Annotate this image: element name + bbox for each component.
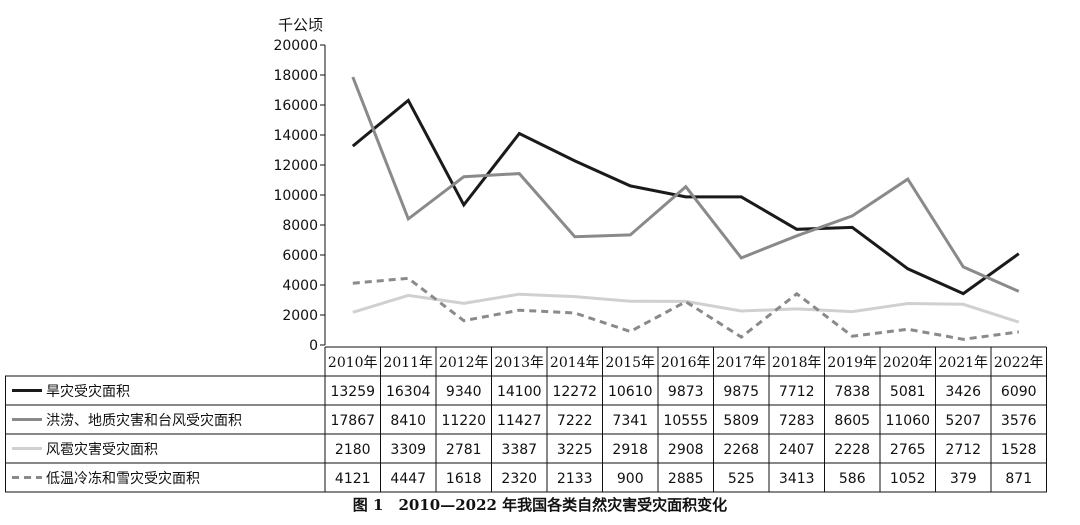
table-cell-value: 5207	[945, 413, 981, 429]
table-cell-value: 871	[1005, 471, 1032, 487]
table-cell-value: 7341	[612, 413, 648, 429]
table-cell-value: 8605	[834, 413, 870, 429]
table-cell-value: 10610	[608, 384, 653, 400]
y-tick-label: 18000	[273, 68, 318, 84]
table-cell-value: 3387	[501, 442, 537, 458]
table-cell-value: 9875	[723, 384, 759, 400]
x-category-label: 2018年	[772, 355, 822, 371]
table-cell-value: 5809	[723, 413, 759, 429]
x-category-label: 2015年	[605, 355, 655, 371]
y-tick-label: 0	[309, 338, 318, 354]
table-cell-value: 2268	[723, 442, 759, 458]
x-category-label: 2019年	[827, 355, 877, 371]
table-cell-value: 7222	[557, 413, 593, 429]
table-cell-value: 2885	[668, 471, 704, 487]
table-cell-value: 8410	[390, 413, 426, 429]
series-line-1	[351, 76, 1020, 293]
table-cell-value: 2133	[557, 471, 593, 487]
y-tick-label: 16000	[273, 98, 318, 114]
y-tick-label: 4000	[282, 278, 318, 294]
table-cell-value: 17867	[330, 413, 375, 429]
x-category-label: 2012年	[439, 355, 489, 371]
series-name: 旱灾受灾面积	[46, 383, 130, 400]
table-cell-value: 9873	[668, 384, 704, 400]
x-category-label: 2010年	[328, 355, 378, 371]
table-cell-value: 5081	[890, 384, 926, 400]
table-cell-value: 11220	[441, 413, 486, 429]
y-tick-label: 20000	[273, 38, 318, 54]
table-cell-value: 3413	[779, 471, 815, 487]
series-line-2	[352, 292, 1020, 324]
table-cell-value: 11060	[885, 413, 930, 429]
table-cell-value: 11427	[497, 413, 542, 429]
table-cell-value: 13259	[330, 384, 375, 400]
table-cell-value: 9340	[446, 384, 482, 400]
table-cell-value: 12272	[552, 384, 597, 400]
table-cell-value: 2781	[446, 442, 482, 458]
x-category-label: 2017年	[716, 355, 766, 371]
table-cell-value: 900	[617, 471, 644, 487]
series-line-0	[351, 98, 1020, 296]
table-cell-value: 3576	[1001, 413, 1037, 429]
table-cell-value: 2908	[668, 442, 704, 458]
table-cell-value: 586	[839, 471, 866, 487]
table-cell-value: 3426	[945, 384, 981, 400]
table-cell-value: 16304	[386, 384, 431, 400]
series-line-3	[352, 276, 1019, 341]
y-tick-label: 12000	[273, 158, 318, 174]
table-cell-value: 4121	[335, 471, 371, 487]
series-name: 洪涝、地质灾害和台风受灾面积	[46, 412, 242, 429]
table-cell-value: 3225	[557, 442, 593, 458]
table-cell-value: 2407	[779, 442, 815, 458]
table-cell-value: 14100	[497, 384, 542, 400]
table-cell-value: 1052	[890, 471, 926, 487]
y-tick-label: 14000	[273, 128, 318, 144]
table-cell-value: 379	[950, 471, 977, 487]
y-axis-label: 千公顷	[278, 16, 323, 34]
y-tick-label: 6000	[282, 248, 318, 264]
table-cell-value: 2228	[834, 442, 870, 458]
table-cell-value: 2712	[945, 442, 981, 458]
x-category-label: 2022年	[994, 355, 1044, 371]
x-category-label: 2021年	[938, 355, 988, 371]
figure-caption: 图 1 2010—2022 年我国各类自然灾害受灾面积变化	[352, 496, 728, 514]
y-tick-label: 2000	[282, 308, 318, 324]
y-tick-label: 10000	[273, 188, 318, 204]
table-cell-value: 3309	[390, 442, 426, 458]
x-category-label: 2013年	[494, 355, 544, 371]
x-category-label: 2020年	[883, 355, 933, 371]
x-category-label: 2011年	[383, 355, 433, 371]
table-cell-value: 2918	[612, 442, 648, 458]
x-category-label: 2014年	[550, 355, 600, 371]
table-cell-value: 2765	[890, 442, 926, 458]
x-category-label: 2016年	[661, 355, 711, 371]
table-cell-value: 7712	[779, 384, 815, 400]
table-cell-value: 6090	[1001, 384, 1037, 400]
series-name: 风雹灾害受灾面积	[46, 441, 158, 458]
table-cell-value: 1618	[446, 471, 482, 487]
table-cell-value: 7838	[834, 384, 870, 400]
table-cell-value: 2180	[335, 442, 371, 458]
table-cell-value: 7283	[779, 413, 815, 429]
table-cell-value: 4447	[390, 471, 426, 487]
table-cell-value: 525	[728, 471, 755, 487]
table-cell-value: 2320	[501, 471, 537, 487]
y-tick-label: 8000	[282, 218, 318, 234]
table-cell-value: 1528	[1001, 442, 1037, 458]
table-cell-value: 10555	[663, 413, 708, 429]
series-name: 低温冷冻和雪灾受灾面积	[46, 470, 200, 487]
